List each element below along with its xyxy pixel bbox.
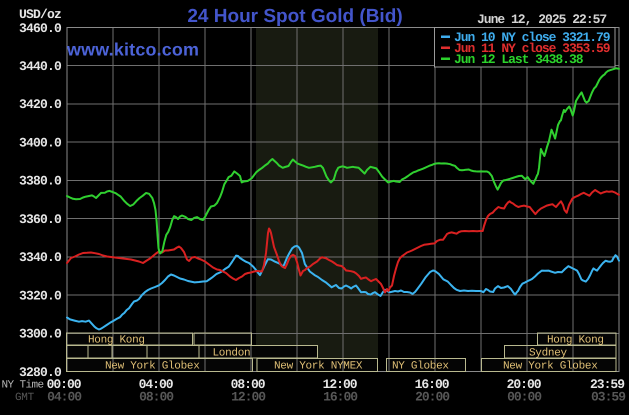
svg-text:June 12, 2025 22:57: June 12, 2025 22:57 xyxy=(477,12,606,27)
svg-text:USD/oz: USD/oz xyxy=(19,7,61,22)
svg-text:NY Time: NY Time xyxy=(2,380,44,392)
svg-text:00:00: 00:00 xyxy=(47,377,82,392)
svg-text:3460.0: 3460.0 xyxy=(19,21,62,36)
svg-text:12:00: 12:00 xyxy=(323,377,358,392)
svg-text:20:00: 20:00 xyxy=(415,390,450,405)
svg-text:00:00: 00:00 xyxy=(507,390,542,405)
svg-text:3340.0: 3340.0 xyxy=(19,250,62,265)
svg-text:3380.0: 3380.0 xyxy=(19,174,62,189)
svg-text:24 Hour Spot Gold (Bid): 24 Hour Spot Gold (Bid) xyxy=(187,6,402,27)
svg-text:New York Globex: New York Globex xyxy=(105,360,200,372)
svg-text:3400.0: 3400.0 xyxy=(19,136,62,151)
svg-text:Jun 10 NY close 3321.79: Jun 10 NY close 3321.79 xyxy=(454,30,611,45)
svg-text:20:00: 20:00 xyxy=(507,377,542,392)
svg-text:3440.0: 3440.0 xyxy=(19,59,62,74)
svg-text:London: London xyxy=(213,347,251,359)
svg-text:12:00: 12:00 xyxy=(231,390,266,405)
svg-text:NY Globex: NY Globex xyxy=(392,360,449,372)
svg-text:Hong Kong: Hong Kong xyxy=(547,335,604,347)
svg-text:3320.0: 3320.0 xyxy=(19,288,62,303)
svg-text:Jun 12 Last 3438.38: Jun 12 Last 3438.38 xyxy=(454,52,584,67)
svg-text:Hong Kong: Hong Kong xyxy=(88,335,145,347)
svg-text:04:00: 04:00 xyxy=(139,377,174,392)
svg-text:23:59: 23:59 xyxy=(590,377,625,392)
svg-text:03:59: 03:59 xyxy=(591,390,626,405)
svg-text:16:00: 16:00 xyxy=(415,377,450,392)
svg-text:3300.0: 3300.0 xyxy=(19,327,62,342)
svg-text:04:00: 04:00 xyxy=(47,390,82,405)
svg-text:08:00: 08:00 xyxy=(231,377,266,392)
svg-text:08:00: 08:00 xyxy=(139,390,174,405)
svg-text:Sydney: Sydney xyxy=(529,347,568,359)
svg-text:3280.0: 3280.0 xyxy=(19,365,62,380)
svg-text:16:00: 16:00 xyxy=(323,390,358,405)
svg-text:New York NYMEX: New York NYMEX xyxy=(274,360,363,372)
svg-text:3420.0: 3420.0 xyxy=(19,97,62,112)
svg-text:3360.0: 3360.0 xyxy=(19,212,62,227)
svg-text:New York Globex: New York Globex xyxy=(503,360,598,372)
svg-text:Jun 11 NY close 3353.59: Jun 11 NY close 3353.59 xyxy=(454,41,611,56)
svg-text:www.kitco.com: www.kitco.com xyxy=(66,40,199,60)
svg-text:GMT: GMT xyxy=(15,392,35,404)
